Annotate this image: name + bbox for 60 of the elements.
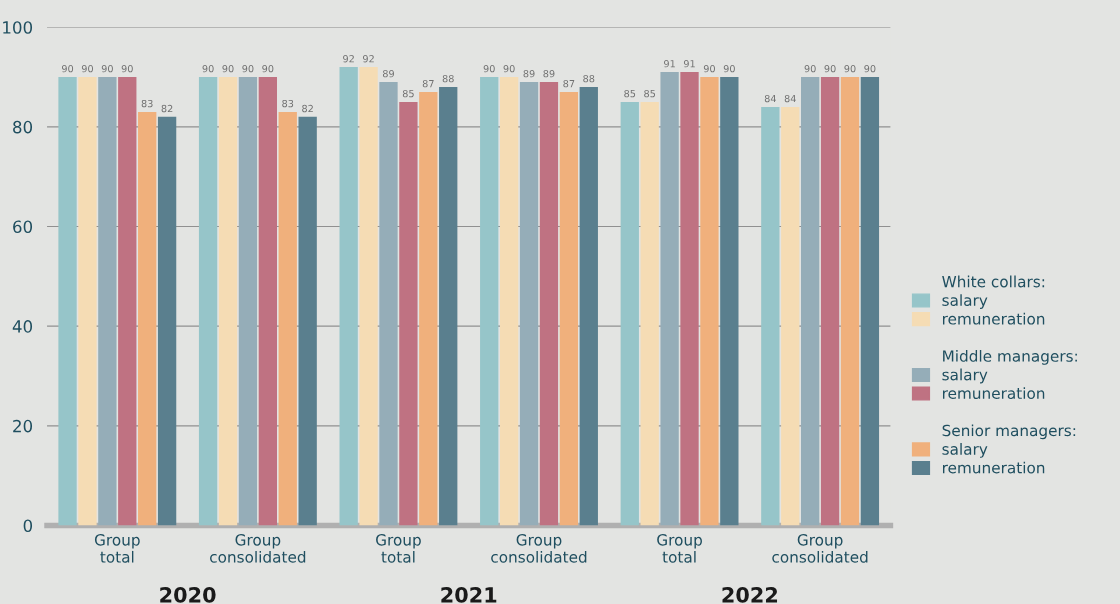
data-label: 84 xyxy=(764,94,776,103)
data-label: 87 xyxy=(422,79,434,88)
data-label: 90 xyxy=(723,64,735,73)
x-tick-label: Group consolidated xyxy=(210,534,306,563)
y-tick-label: 40 xyxy=(12,320,33,333)
data-label: 82 xyxy=(302,104,313,113)
data-label: 91 xyxy=(664,60,675,68)
data-label: 89 xyxy=(382,69,394,78)
legend-label: remuneration xyxy=(943,461,1045,474)
x-tick-label: Group consolidated xyxy=(491,534,587,563)
data-label: 90 xyxy=(61,64,74,73)
data-label: 90 xyxy=(844,64,856,73)
data-label: 82 xyxy=(161,104,173,113)
data-label: 83 xyxy=(141,99,153,108)
legend-label: remuneration xyxy=(943,387,1045,400)
legend-label: remuneration xyxy=(943,312,1045,325)
x-tick-label: Group consolidated xyxy=(772,534,868,563)
data-label: 85 xyxy=(624,89,636,98)
legend-label: salary xyxy=(942,368,988,384)
y-tick-label: 20 xyxy=(13,419,33,433)
data-label: 90 xyxy=(864,64,876,73)
data-label: 92 xyxy=(363,55,374,63)
text: 2022 xyxy=(722,586,778,603)
text: Senior managers: xyxy=(942,424,1076,440)
legend-label: salary xyxy=(942,294,988,309)
data-label: 88 xyxy=(442,74,454,83)
y-tick-label: 60 xyxy=(13,220,33,234)
data-label: 87 xyxy=(563,79,575,88)
data-label: 85 xyxy=(402,89,414,98)
data-label: 91 xyxy=(683,60,695,68)
y-tick-label: 0 xyxy=(23,519,33,533)
data-label: 90 xyxy=(262,64,274,73)
data-label: 90 xyxy=(202,64,214,73)
data-label: 89 xyxy=(543,69,555,78)
text: 2021 xyxy=(441,586,497,603)
data-label: 88 xyxy=(583,74,595,83)
data-label: 92 xyxy=(343,55,354,63)
data-label: 90 xyxy=(222,64,234,73)
text: Middle managers: xyxy=(943,349,1077,365)
legend-label: salary xyxy=(942,443,988,458)
y-tick-label: 80 xyxy=(13,120,33,134)
x-tick-label: Group total xyxy=(94,534,140,563)
data-label: 90 xyxy=(703,64,715,73)
y-tick-label: 100 xyxy=(3,21,33,34)
data-label: 84 xyxy=(784,94,796,103)
data-label: 89 xyxy=(523,69,535,78)
x-tick-label: Group total xyxy=(657,534,702,563)
data-label: 85 xyxy=(644,89,656,98)
data-label: 90 xyxy=(483,64,495,73)
data-label: 90 xyxy=(121,64,133,73)
data-label: 90 xyxy=(101,64,113,73)
data-label: 90 xyxy=(804,64,816,73)
data-label: 83 xyxy=(282,99,294,108)
x-tick-label: Group total xyxy=(376,534,421,563)
data-label: 90 xyxy=(503,64,515,73)
text: 2020 xyxy=(160,586,216,603)
data-label: 90 xyxy=(242,64,254,73)
data-label: 90 xyxy=(824,64,836,73)
data-label: 90 xyxy=(81,64,93,73)
text: White collars: xyxy=(942,275,1045,288)
